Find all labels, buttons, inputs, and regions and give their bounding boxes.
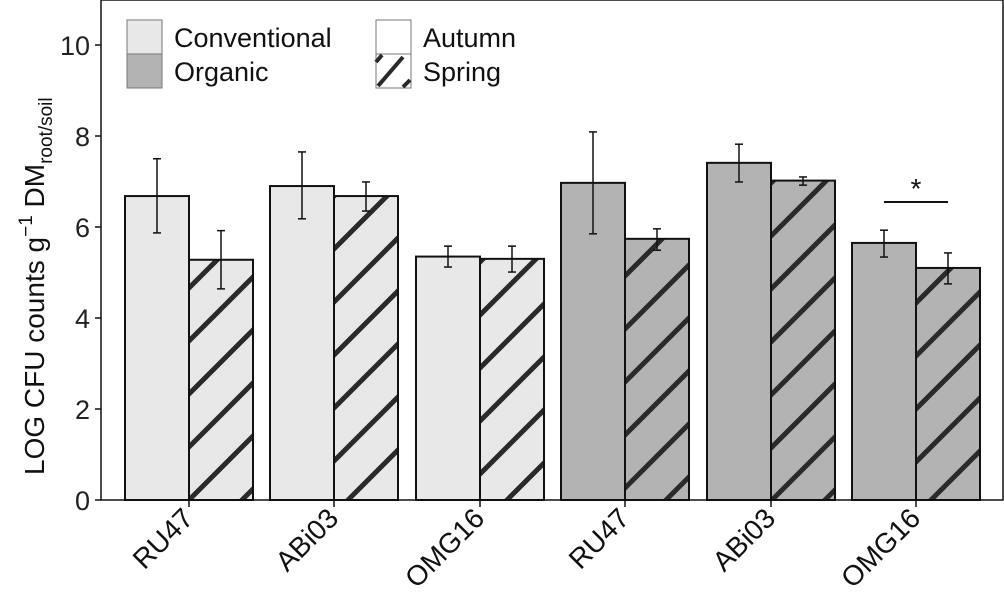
x-tick-label: OMG16 — [399, 502, 490, 593]
bar-omg16-organic-autumn — [851, 229, 917, 502]
x-tick-label: ABi03 — [269, 502, 344, 577]
error-bar — [153, 158, 161, 234]
x-tick-label: OMG16 — [835, 502, 926, 593]
ylabel-sub: root/soil — [36, 97, 57, 164]
error-bar — [653, 228, 661, 251]
y-axis: 0 2 4 6 8 10 — [60, 31, 101, 516]
bar-abi03-organic-autumn — [706, 143, 772, 501]
bar-abi03-conventional-autumn — [269, 151, 335, 502]
legend: Conventional Organic Autumn Spring — [126, 19, 516, 89]
x-tick-label: RU47 — [563, 502, 636, 575]
bar-abi03-organic-spring — [770, 176, 836, 501]
bar-abi03-conventional-spring — [333, 181, 399, 501]
bars — [124, 131, 981, 502]
error-bar — [444, 245, 452, 268]
x-tick-label: RU47 — [127, 502, 200, 575]
y-tick-label: 10 — [60, 31, 90, 61]
bar-omg16-organic-spring — [915, 252, 981, 502]
error-bar — [508, 245, 516, 273]
y-tick-label: 2 — [75, 395, 90, 425]
ylabel-sup: −1 — [16, 215, 37, 237]
legend-label-spring: Spring — [423, 57, 501, 87]
ylabel-main: LOG CFU counts g — [19, 237, 50, 475]
bar-ru47-conventional-spring — [188, 229, 254, 502]
significance-annotation: * — [884, 173, 948, 204]
error-bar — [799, 176, 807, 186]
error-bar — [944, 252, 952, 285]
ylabel-dm: DM — [19, 164, 50, 215]
y-axis-label: LOG CFU counts g−1 DMroot/soil — [16, 97, 57, 475]
legend-label-conventional: Conventional — [174, 23, 332, 53]
svg-text:LOG CFU counts g−1 DMroot/soil: LOG CFU counts g−1 DMroot/soil — [16, 97, 57, 475]
y-tick-label: 8 — [75, 122, 90, 152]
error-bar — [217, 229, 225, 290]
y-tick-label: 6 — [75, 213, 90, 243]
error-bar — [880, 229, 888, 258]
x-axis: RU47 ABi03 OMG16 RU47 ABi03 OMG16 — [127, 500, 926, 594]
error-bar — [589, 131, 597, 235]
x-tick-label: ABi03 — [706, 502, 781, 577]
y-tick-label: 0 — [75, 486, 90, 516]
significance-star: * — [911, 173, 922, 204]
plot-frame — [100, 0, 1004, 501]
legend-swatch-conventional — [126, 19, 163, 55]
legend-swatch-autumn — [375, 19, 412, 55]
error-bar — [362, 181, 370, 212]
error-bar — [735, 143, 743, 183]
legend-swatch-organic — [126, 53, 163, 89]
y-tick-label: 4 — [75, 304, 90, 334]
bar-ru47-organic-spring — [624, 228, 690, 502]
bar-omg16-conventional-spring — [479, 245, 545, 501]
legend-swatch-spring — [374, 53, 412, 89]
bar-ru47-conventional-autumn — [124, 158, 190, 501]
error-bar — [298, 151, 306, 220]
bar-omg16-conventional-autumn — [415, 245, 481, 502]
legend-label-autumn: Autumn — [423, 23, 516, 53]
legend-label-organic: Organic — [174, 57, 269, 87]
bar-ru47-organic-autumn — [560, 131, 626, 502]
